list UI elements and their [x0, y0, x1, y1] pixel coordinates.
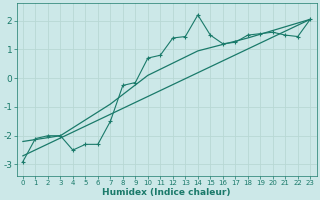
X-axis label: Humidex (Indice chaleur): Humidex (Indice chaleur) — [102, 188, 231, 197]
